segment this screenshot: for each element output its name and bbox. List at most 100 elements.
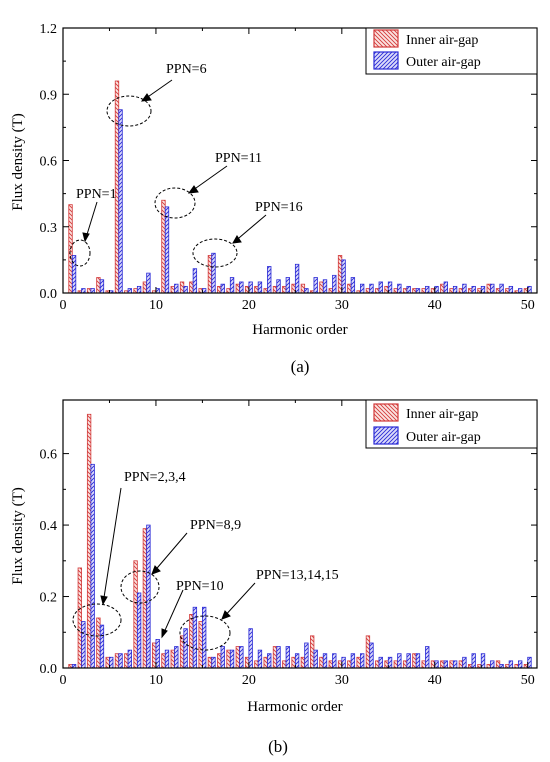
bar-b-outer-h44 (471, 653, 476, 669)
bar-b-inner-h8 (133, 560, 138, 669)
bar-b-outer-h25 (294, 653, 300, 669)
bar-b-inner-h9 (142, 528, 148, 669)
bar-b-outer-h7 (127, 649, 132, 669)
bar-a-outer-h15 (202, 288, 207, 294)
bar-b-inner-h4 (96, 617, 101, 669)
x-tick-label-b: 40 (428, 673, 442, 688)
bar-a-outer-h21 (257, 281, 263, 294)
bar-a-outer-h29 (332, 274, 337, 294)
bar-a-outer-h14 (192, 268, 198, 294)
bar-b-outer-h26 (304, 642, 309, 669)
bar-a-inner-h12 (170, 285, 175, 294)
y-tick-label-a: 1.2 (40, 22, 58, 37)
y-tick-label-a: 0.0 (40, 287, 58, 302)
bar-a-inner-h25 (291, 283, 296, 294)
bar-a-outer-h28 (322, 279, 328, 294)
annotation-ellipse-ppn234 (72, 603, 122, 637)
bar-b-outer-h45 (480, 653, 486, 669)
bar-a-inner-h24 (282, 285, 287, 294)
bar-a-outer-h30 (341, 259, 346, 294)
bar-b-outer-h12 (174, 646, 179, 669)
legend-b: Inner air-gap Outer air-gap (365, 399, 538, 449)
bar-a-outer-h3 (90, 288, 95, 294)
annotation-label-ppn89: PPN=8,9 (190, 518, 241, 533)
legend-label-inner-a: Inner air-gap (406, 33, 478, 48)
bar-a-outer-h43 (462, 283, 467, 294)
bar-a-inner-h34 (375, 288, 380, 294)
bar-b-inner-h47 (495, 660, 501, 669)
y-tick-label-b: 0.4 (40, 519, 58, 534)
bar-a-outer-h2 (81, 288, 86, 294)
arrowhead-ppn234 (100, 595, 108, 606)
arrowhead-ppn1 (82, 232, 90, 243)
bar-b-outer-h14 (192, 606, 198, 669)
annotation-label-ppn1: PPN=1 (76, 187, 117, 202)
bar-b-outer-h6 (118, 653, 123, 669)
bar-a-inner-h30 (337, 255, 343, 294)
bar-a-inner-h16 (207, 255, 213, 294)
chart-panel-b: 0 10 20 30 40 50 0.0 0.2 0.4 0.6 Flux density (T)… (10, 399, 538, 756)
bar-a-outer-h42 (452, 285, 458, 294)
annotation-ellipse-ppn89 (120, 570, 160, 604)
bar-b-outer-h40 (434, 660, 439, 669)
arrowhead-ppn11 (187, 185, 199, 194)
bar-a-outer-h40 (434, 285, 439, 294)
bar-a-inner-h33 (365, 288, 371, 294)
bar-a-outer-h9 (146, 272, 151, 294)
bar-b-inner-h40 (430, 660, 436, 669)
bar-a-inner-h28 (319, 281, 324, 294)
x-tick-label-a: 0 (60, 298, 67, 313)
bar-b-outer-h42 (452, 660, 458, 669)
bar-a-outer-h4 (99, 279, 105, 294)
legend-label-inner-b: Inner air-gap (406, 407, 478, 422)
bar-b-inner-h3 (86, 413, 92, 669)
bar-a-outer-h33 (369, 283, 374, 294)
bar-b-inner-h25 (291, 656, 296, 669)
bar-a-inner-h39 (421, 288, 426, 294)
bar-a-outer-h13 (183, 285, 188, 294)
annotation-label-ppn131415: PPN=13,14,15 (256, 568, 339, 583)
bar-b-inner-h38 (412, 653, 417, 669)
bar-a-outer-h10 (155, 288, 160, 294)
x-tick-label-b: 10 (149, 673, 163, 688)
y-tick-label-a: 0.3 (40, 221, 58, 236)
annotations-b (72, 487, 256, 651)
bar-a-inner-h15 (198, 288, 203, 294)
bar-a-outer-h19 (239, 281, 244, 294)
arrowhead-ppn6 (140, 93, 152, 102)
bar-a-outer-h18 (229, 277, 235, 294)
bar-b-outer-h43 (462, 656, 467, 669)
bar-b-outer-h21 (257, 649, 263, 669)
bar-b-inner-h18 (226, 649, 231, 669)
bar-b-outer-h18 (229, 649, 235, 669)
bar-b-inner-h42 (449, 660, 454, 669)
bar-b-outer-h31 (350, 653, 356, 669)
bar-a-outer-h26 (304, 288, 309, 294)
bar-a-outer-h27 (313, 277, 318, 294)
bar-b-inner-h24 (282, 660, 287, 669)
bar-b-outer-h48 (508, 660, 514, 669)
x-tick-label-b: 30 (335, 673, 349, 688)
annotation-arrow-ppn234 (102, 487, 122, 605)
bar-b-outer-h38 (415, 653, 421, 669)
x-tick-label-b: 50 (521, 673, 535, 688)
annotations-a (69, 79, 267, 268)
bar-b-outer-h32 (360, 653, 365, 669)
bar-a-inner-h19 (235, 283, 240, 294)
bar-a-inner-h35 (384, 285, 389, 294)
bar-b-outer-h24 (285, 646, 290, 669)
bar-b-inner-h5 (105, 656, 110, 669)
bar-b-inner-h37 (402, 660, 408, 669)
bar-a-inner-h29 (328, 288, 333, 294)
bar-a-inner-h18 (226, 288, 231, 294)
bar-b-outer-h27 (313, 649, 318, 669)
bar-a-outer-h36 (397, 283, 402, 294)
y-tick-label-b: 0.2 (40, 591, 58, 606)
bar-a-inner-h31 (347, 283, 352, 294)
bar-b-inner-h39 (421, 660, 426, 669)
y-tick-label-a: 0.9 (40, 88, 58, 103)
bar-a-outer-h48 (508, 285, 514, 294)
bar-a-inner-h36 (393, 288, 398, 294)
x-axis-label-b: Harmonic order (247, 699, 342, 715)
